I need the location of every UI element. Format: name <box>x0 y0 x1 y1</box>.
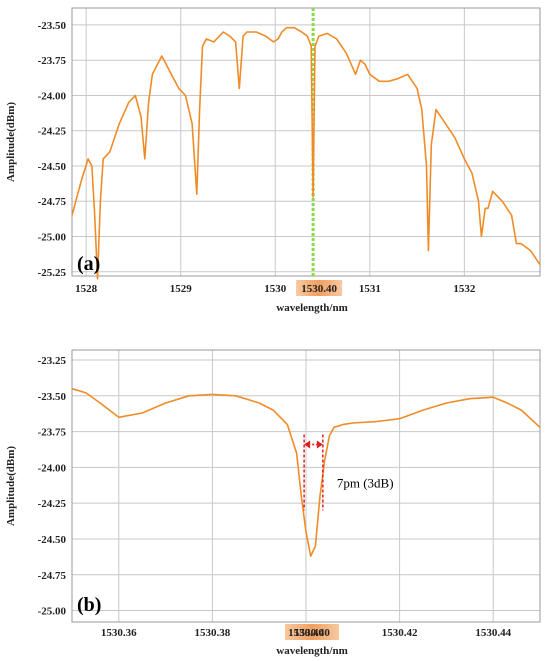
y-axis-title: Amplitude(dBm) <box>5 102 17 182</box>
series-line <box>71 387 541 557</box>
y-tick-label: -23.50 <box>38 391 67 403</box>
panel-b: -23.25 -23.50 -23.75 -24.00 -24.25 -24.50 -24.… <box>5 349 541 657</box>
plot-frame <box>71 349 541 623</box>
x-tick-label: 1530.40 <box>288 627 324 639</box>
y-tick-label: -23.25 <box>38 355 67 367</box>
x-tick-label: 1530.44 <box>475 627 511 639</box>
y-axis-title: Amplitude(dBm) <box>5 446 17 526</box>
highlight-tick-box <box>296 280 343 296</box>
fwhm-annotation: 7pm (3dB) <box>303 434 394 511</box>
y-tick-label: -24.25 <box>38 126 67 138</box>
y-tick-label: -24.75 <box>38 570 67 582</box>
y-tick-label: -24.00 <box>38 90 67 102</box>
y-tick-label: -24.50 <box>38 534 67 546</box>
x-tick-label: 1530.42 <box>382 627 418 639</box>
highlight-tick-label: 1530.40 <box>294 627 330 639</box>
x-tick-label: 1530 <box>264 283 287 295</box>
x-tick-label: 1530.38 <box>195 627 231 639</box>
x-axis-title: wavelength/nm <box>276 302 348 314</box>
y-tick-label: -23.50 <box>38 20 67 32</box>
x-tick-label: 1532 <box>453 283 476 295</box>
fwhm-label: 7pm (3dB) <box>337 475 394 490</box>
arrowhead-right-icon <box>316 440 323 449</box>
highlight-tick-label: 1530.40 <box>301 283 337 295</box>
plot-frame <box>71 7 541 277</box>
y-tick-label: -24.00 <box>38 462 67 474</box>
panel-label: (b) <box>77 594 101 616</box>
y-tick-label: -25.00 <box>38 232 67 244</box>
grid-lines <box>72 8 540 276</box>
y-tick-label: -23.75 <box>38 427 67 439</box>
x-tick-label: 1531 <box>359 283 381 295</box>
panel-label: (a) <box>77 253 100 275</box>
panel-a: -23.50 -23.75 -24.00 -24.25 -24.50 -24.75 -25.… <box>5 7 541 314</box>
y-tick-label: -25.25 <box>38 267 67 279</box>
grid-lines <box>72 350 540 622</box>
x-tick-label: 1528 <box>75 283 98 295</box>
x-axis-title: wavelength/nm <box>276 645 348 657</box>
y-tick-label: -23.75 <box>38 55 67 67</box>
y-tick-label: -24.25 <box>38 498 67 510</box>
highlight-tick-box <box>285 624 339 640</box>
series-line <box>71 26 541 280</box>
x-tick-label: 1529 <box>170 283 193 295</box>
x-tick-label: 1530.36 <box>101 627 137 639</box>
y-tick-label: -25.00 <box>38 606 67 618</box>
y-tick-label: -24.75 <box>38 196 67 208</box>
y-tick-label: -24.50 <box>38 161 67 173</box>
arrowhead-left-icon <box>304 440 311 449</box>
